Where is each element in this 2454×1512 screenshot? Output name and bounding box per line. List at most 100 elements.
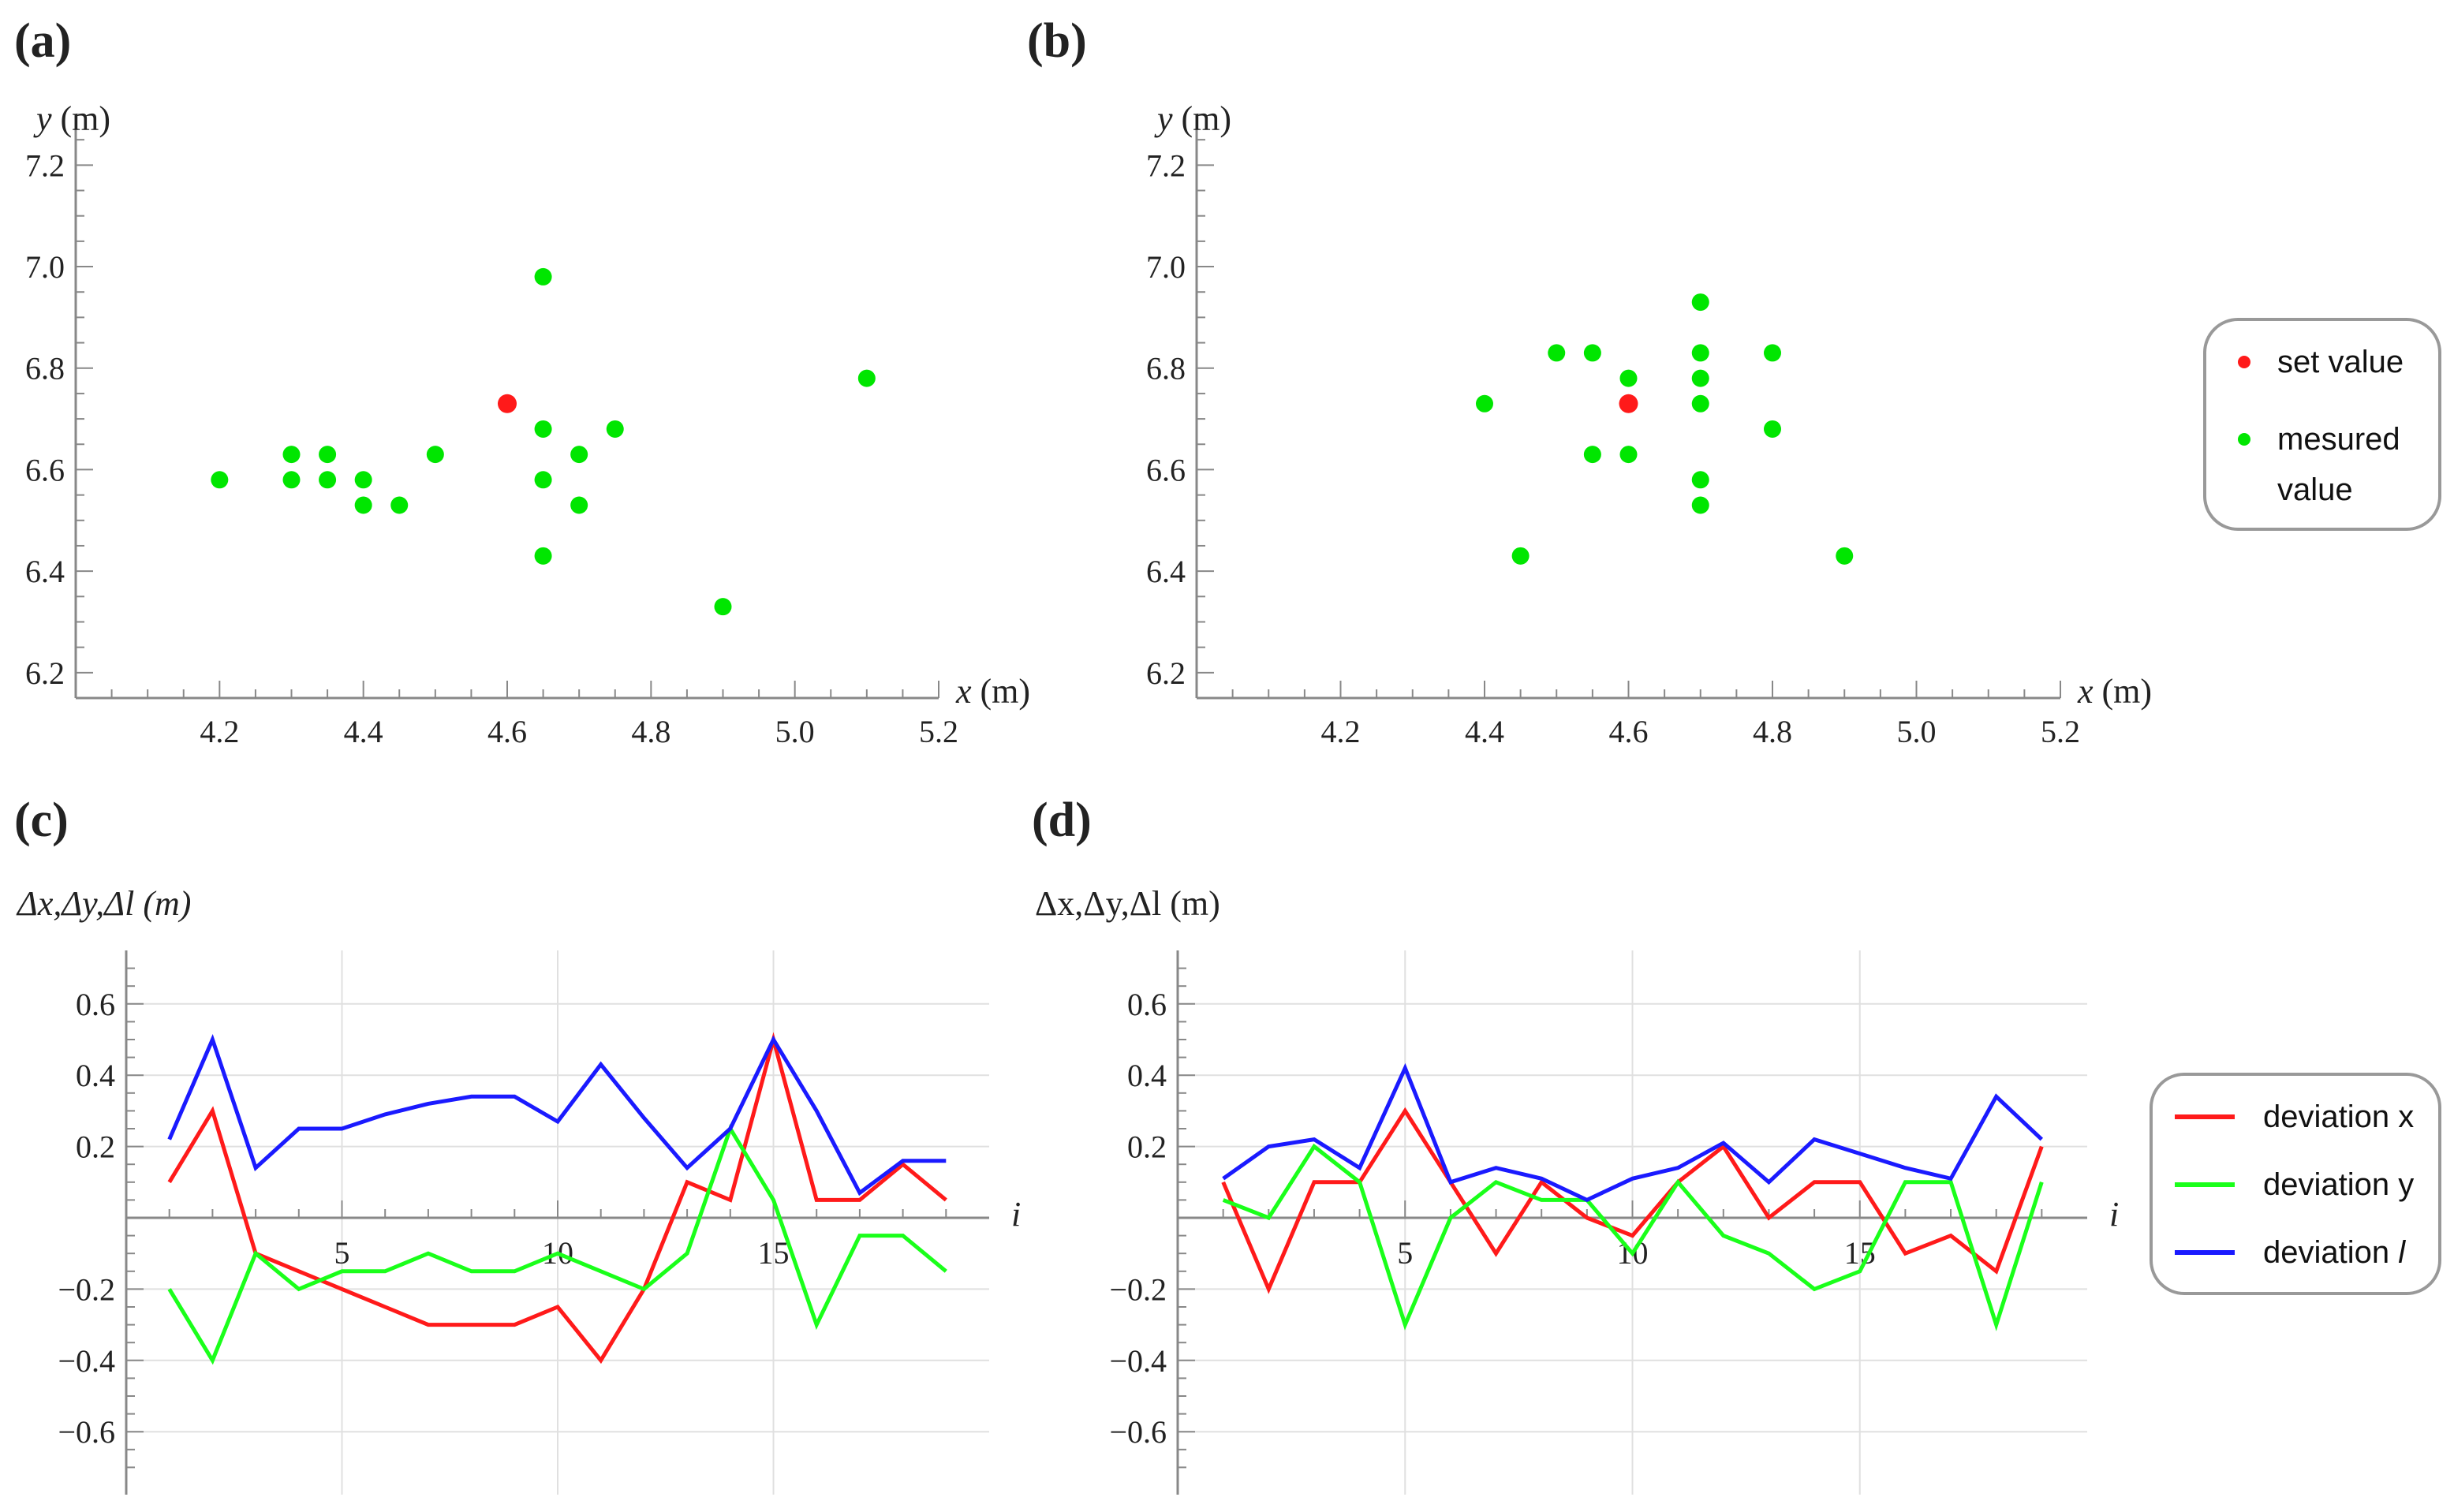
y-tick-label: 0.6 <box>76 987 115 1022</box>
measured-point <box>606 420 624 438</box>
y-tick-label: 7.0 <box>25 249 65 285</box>
legend-marker-measured-value <box>2238 433 2250 446</box>
y-tick-label: 6.2 <box>25 655 65 691</box>
legend-line-deviation-y <box>2175 1182 2235 1187</box>
measured-point <box>1691 344 1709 362</box>
measured-point <box>354 471 372 489</box>
y-axis-title: Δx,Δy,Δl (m) <box>16 884 191 923</box>
x-axis-title: i <box>2109 1195 2119 1234</box>
measured-point <box>319 471 337 489</box>
measured-point <box>1764 344 1781 362</box>
y-tick-label: 0.4 <box>1127 1058 1167 1093</box>
legend-line-deviation-l <box>2175 1250 2235 1255</box>
y-tick-label: 6.8 <box>1146 351 1186 386</box>
x-tick-label: 4.4 <box>1465 714 1504 749</box>
y-tick-label: 6.8 <box>25 351 65 386</box>
measured-point <box>282 471 301 489</box>
legend-label-deviation-l: deviation l <box>2263 1235 2406 1270</box>
x-tick-label: 15 <box>758 1235 790 1271</box>
y-tick-label: −0.4 <box>58 1343 115 1379</box>
measured-point <box>570 446 588 464</box>
series-line-deviation-y <box>167 1124 947 1365</box>
y-axis-title: y (m) <box>1154 99 1231 138</box>
measured-point <box>714 598 732 616</box>
x-axis-title: i <box>1011 1195 1021 1234</box>
x-tick-label: 5.2 <box>2041 714 2080 749</box>
y-tick-label: 0.6 <box>1127 987 1167 1022</box>
legend-item-deviation-l: deviation l <box>2175 1227 2405 1278</box>
legend-item-measured-value: mesured value <box>2238 414 2400 515</box>
y-tick-label: 6.6 <box>25 452 65 487</box>
legend-line-deviation-x <box>2175 1114 2235 1119</box>
scatter-legend: set value mesured value <box>2203 318 2441 531</box>
x-axis-title: x (m) <box>2077 672 2152 711</box>
series-line-deviation-l <box>167 1034 947 1197</box>
y-tick-label: −0.6 <box>1109 1414 1167 1450</box>
legend-item-set-value: set value <box>2238 337 2404 387</box>
legend-marker-set-value <box>2238 356 2250 368</box>
measured-point <box>1764 420 1781 438</box>
measured-point <box>534 471 552 489</box>
measured-point <box>1548 344 1566 362</box>
legend-item-deviation-x: deviation x <box>2175 1092 2414 1142</box>
series-line-deviation-y <box>1222 1143 2044 1331</box>
x-axis-title: x (m) <box>955 672 1030 711</box>
y-tick-label: 6.6 <box>1146 452 1186 487</box>
legend-label-deviation-y: deviation y <box>2263 1167 2415 1202</box>
x-tick-label: 5 <box>1397 1235 1413 1271</box>
measured-point <box>534 420 552 438</box>
y-tick-label: 6.2 <box>1146 655 1186 691</box>
legend-item-deviation-y: deviation y <box>2175 1159 2414 1210</box>
x-tick-label: 4.6 <box>1609 714 1649 749</box>
y-tick-label: 0.2 <box>1127 1129 1167 1165</box>
measured-point <box>211 471 229 489</box>
set-value-point <box>1619 394 1638 413</box>
y-tick-label: 7.0 <box>1146 249 1186 285</box>
y-axis-title: Δx,Δy,Δl (m) <box>1035 884 1220 923</box>
y-tick-label: −0.2 <box>58 1271 115 1307</box>
measured-point <box>1583 446 1601 464</box>
measured-point <box>857 369 876 387</box>
y-tick-label: −0.2 <box>1109 1271 1167 1307</box>
legend-label-deviation-x: deviation x <box>2263 1099 2415 1134</box>
x-tick-label: 5.0 <box>1897 714 1937 749</box>
measured-point <box>1691 471 1709 489</box>
x-tick-label: 4.8 <box>631 714 670 749</box>
measured-point <box>1691 369 1709 387</box>
measured-point <box>1583 344 1601 362</box>
panel-label-b: (b) <box>1027 14 1087 68</box>
x-tick-label: 4.6 <box>487 714 527 749</box>
measured-point <box>570 496 588 514</box>
deviation-legend: deviation x deviation y deviation l <box>2150 1073 2441 1295</box>
y-tick-label: 6.4 <box>1146 554 1186 589</box>
measured-point <box>1511 547 1530 565</box>
series-line-deviation-l <box>1222 1062 2044 1203</box>
measured-point <box>1619 446 1638 464</box>
y-tick-label: 7.2 <box>1146 147 1186 183</box>
y-tick-label: 6.4 <box>25 554 65 589</box>
legend-label-set-value: set value <box>2277 345 2404 379</box>
x-tick-label: 4.4 <box>344 714 383 749</box>
panel-label-a: (a) <box>14 14 71 68</box>
y-tick-label: −0.4 <box>1109 1343 1167 1379</box>
measured-point <box>390 496 409 514</box>
y-tick-label: −0.6 <box>58 1414 115 1450</box>
measured-point <box>1476 394 1493 413</box>
x-tick-label: 5 <box>334 1235 350 1271</box>
panel-label-c: (c) <box>14 793 69 847</box>
x-tick-label: 4.2 <box>1321 714 1361 749</box>
y-tick-label: 0.2 <box>76 1129 115 1165</box>
x-tick-label: 5.2 <box>919 714 958 749</box>
panel-label-d: (d) <box>1032 793 1092 847</box>
y-tick-label: 7.2 <box>25 147 65 183</box>
chart-d: (d)5 10 15−0.6−0.4−0.20.20.40.6Δx,Δy,Δl (m… <box>1032 793 2119 1495</box>
series-line-deviation-x <box>167 1032 947 1365</box>
x-tick-label: 5.0 <box>775 714 815 749</box>
x-tick-label: 4.2 <box>200 714 239 749</box>
chart-a: (a) 4.2 4.4 4.6 4.8 5.0 5.2 6.2 6.4 6.6 6.8 7.0 7.2 x… <box>14 14 1030 749</box>
measured-point <box>534 267 552 286</box>
measured-point <box>534 547 552 565</box>
y-tick-label: 0.4 <box>76 1058 115 1093</box>
measured-point <box>319 446 337 464</box>
